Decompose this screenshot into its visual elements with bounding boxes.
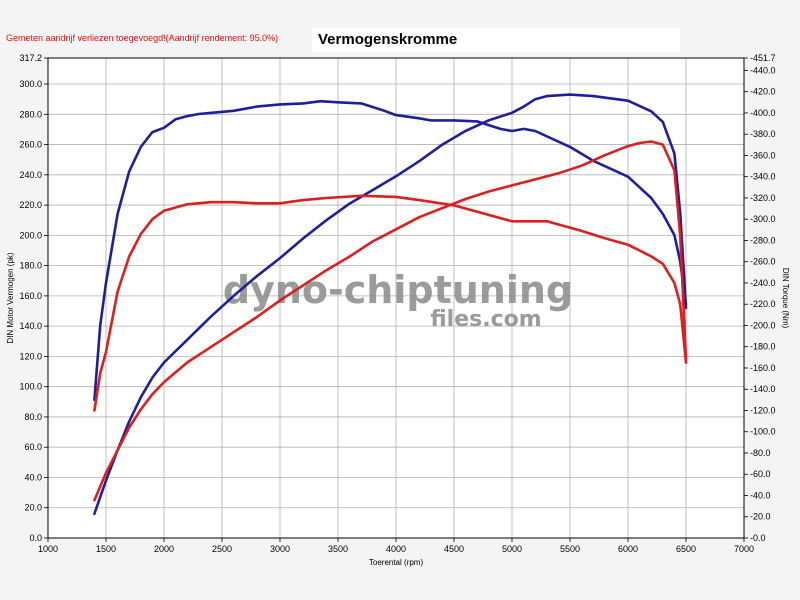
y-tick-label: 80.0: [24, 412, 42, 422]
y2-tick-label: -260.0: [750, 257, 776, 267]
ticks: 1000 1500 2000 2500 3000 3500 4000 4500 5000 5500…: [19, 53, 775, 554]
title-box: [312, 28, 680, 52]
y2-tick-label: -40.0: [750, 490, 771, 500]
x-tick-label: 5000: [502, 544, 522, 554]
watermark-line-2: files.com: [430, 307, 541, 332]
y2-tick-label: -80.0: [750, 448, 771, 458]
y2-tick-label: -160.0: [750, 363, 776, 373]
x-tick-label: 3500: [328, 544, 348, 554]
x-tick-label: 2000: [154, 544, 174, 554]
x-tick-label: 3000: [270, 544, 290, 554]
y-tick-label: 260.0: [19, 140, 42, 150]
y-tick-label: 220.0: [19, 200, 42, 210]
y-tick-label: 20.0: [24, 503, 42, 513]
y2-axis-label: DIN Torque (Nm): [781, 268, 790, 329]
y2-tick-label: -180.0: [750, 342, 776, 352]
series-group: [93, 93, 688, 516]
y-tick-label: 0.0: [29, 533, 42, 543]
y-tick-label: 60.0: [24, 442, 42, 452]
y2-tick-label: -20.0: [750, 512, 771, 522]
y2-tick-label: -220.0: [750, 299, 776, 309]
y2-tick-label: -451.7: [750, 53, 776, 63]
x-tick-label: 1500: [96, 544, 116, 554]
drivetrain-loss-note: Gemeten aandrijf verliezen toegevoegd!(A…: [6, 33, 279, 43]
y2-tick-label: -120.0: [750, 405, 776, 415]
y-tick-label: 300.0: [19, 79, 42, 89]
y-tick-label: 240.0: [19, 170, 42, 180]
y-tick-label: 317.2: [19, 53, 42, 63]
y-tick-label: 200.0: [19, 230, 42, 240]
x-tick-label: 2500: [212, 544, 232, 554]
y-tick-label: 100.0: [19, 382, 42, 392]
x-tick-label: 4500: [444, 544, 464, 554]
x-tick-label: 5500: [560, 544, 580, 554]
y-tick-label: 140.0: [19, 321, 42, 331]
watermark-line-1: dyno-chiptuning: [223, 268, 573, 312]
y2-tick-label: -140.0: [750, 384, 776, 394]
y-tick-label: 180.0: [19, 261, 42, 271]
y2-tick-label: -440.0: [750, 65, 776, 75]
chart-title: Vermogenskromme: [318, 31, 458, 48]
y2-tick-label: -200.0: [750, 320, 776, 330]
y2-tick-label: -360.0: [750, 150, 776, 160]
y2-tick-label: -340.0: [750, 172, 776, 182]
y-axis-label: DIN Motor Vermogen (pk): [6, 252, 15, 343]
y-tick-label: 40.0: [24, 472, 42, 482]
y-tick-label: 160.0: [19, 291, 42, 301]
y2-tick-label: -60.0: [750, 469, 771, 479]
y2-tick-label: -320.0: [750, 193, 776, 203]
x-tick-label: 4000: [386, 544, 406, 554]
x-axis-label: Toerental (rpm): [369, 558, 424, 567]
y-tick-label: 120.0: [19, 351, 42, 361]
y2-tick-label: -280.0: [750, 235, 776, 245]
y2-tick-label: -240.0: [750, 278, 776, 288]
stock-torque-line: [93, 194, 688, 412]
y2-tick-label: -0.0: [750, 533, 766, 543]
x-tick-label: 6000: [618, 544, 638, 554]
watermark: dyno-chiptuning files.com: [223, 268, 573, 332]
y2-tick-label: -420.0: [750, 87, 776, 97]
y2-tick-label: -100.0: [750, 427, 776, 437]
y2-tick-label: -300.0: [750, 214, 776, 224]
y2-tick-label: -400.0: [750, 108, 776, 118]
x-tick-label: 7000: [734, 544, 754, 554]
tuned-power-line: [93, 93, 688, 516]
x-tick-label: 1000: [38, 544, 58, 554]
x-tick-label: 6500: [676, 544, 696, 554]
y-tick-label: 280.0: [19, 109, 42, 119]
y2-tick-label: -380.0: [750, 129, 776, 139]
stock-power-line: [93, 140, 688, 502]
